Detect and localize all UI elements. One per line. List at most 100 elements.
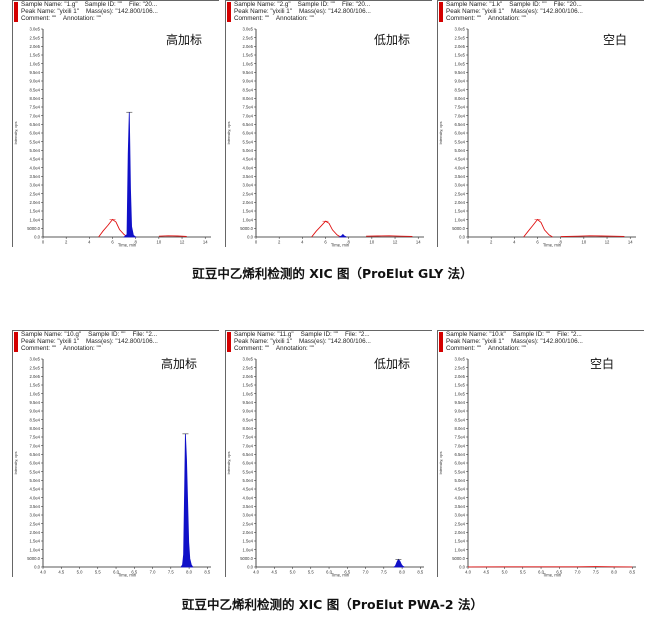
y-tick-label: 2.0e4 bbox=[243, 530, 254, 535]
y-tick-label: 4.5e4 bbox=[455, 487, 466, 492]
x-tick-label: 7.0 bbox=[150, 570, 156, 575]
figure-caption: 豇豆中乙烯利检测的 XIC 图（ProElut PWA-2 法） bbox=[182, 597, 483, 612]
chart-panel: Sample Name: "11.g" Sample ID: "" File: … bbox=[225, 330, 432, 577]
chart-panel: Sample Name: "1.g" Sample ID: "" File: "… bbox=[12, 0, 219, 247]
y-tick-label: 2.0e5 bbox=[243, 374, 254, 379]
plot-area: 0.0 5000.0 1.0e4 1.5e4 2.0e4 2.5e4 3.0e4 3.5e4 4… bbox=[226, 353, 432, 577]
y-tick-label: 9.0e4 bbox=[455, 79, 466, 84]
y-tick-label: 8.5e4 bbox=[455, 417, 466, 422]
y-tick-label: 9.5e4 bbox=[455, 70, 466, 75]
y-tick-label: 6.0e4 bbox=[243, 461, 254, 466]
y-axis-label: Intensity, cps bbox=[226, 451, 231, 474]
y-tick-label: 4.5e4 bbox=[243, 157, 254, 162]
plot-area: 0.0 5000.0 1.0e4 1.5e4 2.0e4 2.5e4 3.0e4 3.5e4 4… bbox=[438, 353, 644, 577]
y-tick-label: 7.0e4 bbox=[455, 443, 466, 448]
y-tick-label: 3.5e4 bbox=[30, 174, 41, 179]
x-tick-label: 8.5 bbox=[629, 570, 635, 575]
y-tick-label: 1.0e4 bbox=[30, 547, 41, 552]
y-tick-label: 5000.0 bbox=[240, 556, 253, 561]
x-tick-label: 7.5 bbox=[593, 570, 599, 575]
x-tick-label: 12 bbox=[393, 240, 398, 245]
header-line: Sample Name: "11.g" Sample ID: "" File: … bbox=[234, 331, 370, 338]
y-tick-label: 3.0e4 bbox=[243, 513, 254, 518]
y-tick-label: 5.5e4 bbox=[243, 139, 254, 144]
x-tick-label: 5.0 bbox=[502, 570, 508, 575]
header-line: Peak Name: "yixili 1" Mass(es): "142.800… bbox=[234, 8, 371, 15]
y-tick-label: 8.0e4 bbox=[455, 426, 466, 431]
chromatogram-svg: 0.0 5000.0 1.0e4 1.5e4 2.0e4 2.5e4 3.0e4 3.5e4 4… bbox=[226, 357, 424, 577]
y-tick-label: 8.0e4 bbox=[243, 96, 254, 101]
x-tick-label: 12 bbox=[605, 240, 610, 245]
series-line bbox=[366, 235, 413, 237]
sample-label: 空白 bbox=[590, 357, 615, 371]
x-tick-label: 0 bbox=[467, 240, 470, 245]
panel-header: Sample Name: "10.g" Sample ID: "" File: … bbox=[13, 331, 219, 353]
y-tick-label: 1.0e5 bbox=[243, 391, 254, 396]
y-tick-label: 8.0e4 bbox=[455, 96, 466, 101]
x-tick-label: 0 bbox=[42, 240, 45, 245]
header-color-bar bbox=[439, 2, 443, 22]
x-tick-label: 4.0 bbox=[465, 570, 471, 575]
sample-label: 低加标 bbox=[374, 357, 411, 371]
sample-label: 低加标 bbox=[374, 33, 411, 47]
y-tick-label: 3.0e5 bbox=[243, 357, 254, 362]
y-tick-label: 2.0e5 bbox=[455, 44, 466, 49]
y-tick-label: 2.5e5 bbox=[30, 365, 41, 370]
y-tick-label: 3.0e4 bbox=[455, 183, 466, 188]
y-tick-label: 5.5e4 bbox=[243, 469, 254, 474]
y-tick-label: 2.0e4 bbox=[30, 530, 41, 535]
y-tick-label: 2.5e5 bbox=[243, 365, 254, 370]
y-axis-label: Intensity, cps bbox=[438, 451, 443, 474]
x-tick-label: 6.0 bbox=[326, 570, 332, 575]
y-tick-label: 4.0e4 bbox=[243, 495, 254, 500]
y-tick-label: 1.5e4 bbox=[455, 209, 466, 214]
y-tick-label: 4.5e4 bbox=[243, 487, 254, 492]
y-tick-label: 1.5e5 bbox=[30, 383, 41, 388]
y-tick-label: 7.0e4 bbox=[30, 443, 41, 448]
y-tick-label: 2.5e5 bbox=[455, 35, 466, 40]
x-tick-label: 6 bbox=[111, 240, 114, 245]
x-tick-label: 8.0 bbox=[399, 570, 405, 575]
header-line: Sample Name: "1.g" Sample ID: "" File: "… bbox=[21, 1, 158, 8]
y-tick-label: 4.5e4 bbox=[30, 487, 41, 492]
y-tick-label: 7.5e4 bbox=[455, 105, 466, 110]
chromatogram-svg: 0.0 5000.0 1.0e4 1.5e4 2.0e4 2.5e4 3.0e4 3.5e4 4… bbox=[226, 27, 424, 247]
y-tick-label: 4.5e4 bbox=[455, 157, 466, 162]
chromatogram-svg: 0.0 5000.0 1.0e4 1.5e4 2.0e4 2.5e4 3.0e4 3.5e4 4… bbox=[438, 27, 636, 247]
header-line: Comment: "" Annotation: "" bbox=[21, 15, 101, 22]
y-tick-label: 3.0e5 bbox=[455, 357, 466, 362]
chromatogram-svg: 0.0 5000.0 1.0e4 1.5e4 2.0e4 2.5e4 3.0e4 3.5e4 4… bbox=[13, 27, 211, 247]
y-tick-label: 4.0e4 bbox=[455, 495, 466, 500]
y-tick-label: 5000.0 bbox=[452, 556, 465, 561]
x-tick-label: 6.5 bbox=[344, 570, 350, 575]
x-tick-label: 12 bbox=[180, 240, 185, 245]
x-tick-label: 8 bbox=[135, 240, 138, 245]
header-line: Comment: "" Annotation: "" bbox=[446, 345, 526, 352]
y-axis-label: Intensity, cps bbox=[13, 451, 18, 474]
x-tick-label: 7.0 bbox=[363, 570, 369, 575]
y-tick-label: 1.0e5 bbox=[455, 391, 466, 396]
y-tick-label: 6.5e4 bbox=[243, 452, 254, 457]
y-tick-label: 8.0e4 bbox=[30, 96, 41, 101]
chart-panel: Sample Name: "1.k" Sample ID: "" File: "… bbox=[437, 0, 644, 247]
x-tick-label: 5.5 bbox=[520, 570, 526, 575]
y-tick-label: 1.5e4 bbox=[30, 209, 41, 214]
sample-label: 空白 bbox=[603, 33, 628, 47]
header-line: Sample Name: "1.k" Sample ID: "" File: "… bbox=[446, 1, 582, 8]
y-tick-label: 1.0e4 bbox=[455, 547, 466, 552]
x-tick-label: 4 bbox=[88, 240, 91, 245]
y-tick-label: 5000.0 bbox=[27, 556, 40, 561]
y-tick-label: 8.5e4 bbox=[30, 417, 41, 422]
x-tick-label: 7.0 bbox=[575, 570, 581, 575]
x-tick-label: 6.0 bbox=[113, 570, 119, 575]
x-tick-label: 0 bbox=[255, 240, 258, 245]
y-tick-label: 6.0e4 bbox=[455, 131, 466, 136]
plot-area: 0.0 5000.0 1.0e4 1.5e4 2.0e4 2.5e4 3.0e4 3.5e4 4… bbox=[13, 23, 219, 247]
plot-area: 0.0 5000.0 1.0e4 1.5e4 2.0e4 2.5e4 3.0e4 3.5e4 4… bbox=[226, 23, 432, 247]
y-tick-label: 7.5e4 bbox=[243, 435, 254, 440]
sample-label: 高加标 bbox=[166, 33, 203, 47]
x-tick-label: 14 bbox=[628, 240, 633, 245]
y-tick-label: 6.5e4 bbox=[30, 122, 41, 127]
y-tick-label: 0.0 bbox=[247, 565, 253, 570]
y-tick-label: 3.0e5 bbox=[30, 357, 41, 362]
